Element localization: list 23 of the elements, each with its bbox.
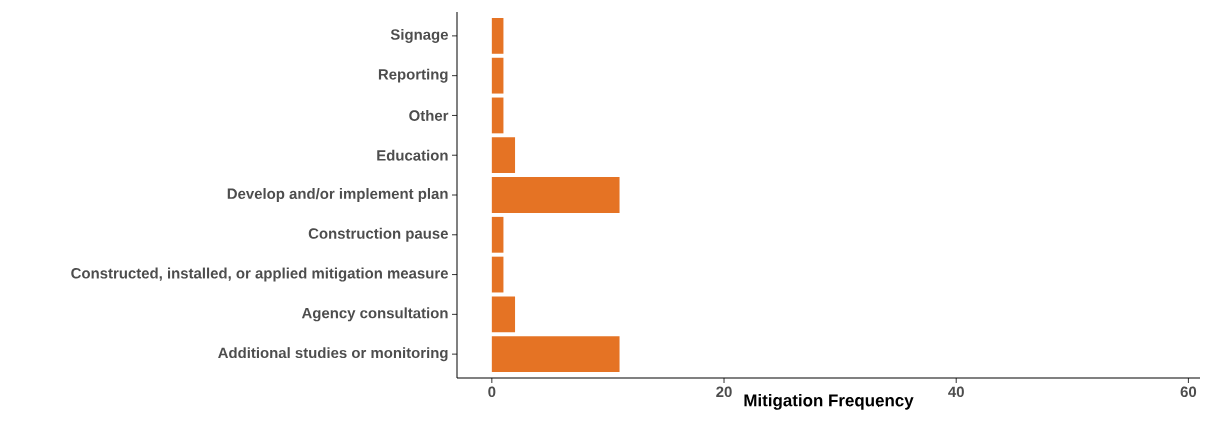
x-tick-label: 0 xyxy=(488,386,496,398)
bar xyxy=(491,97,504,134)
bar xyxy=(491,17,504,54)
bar xyxy=(491,256,504,293)
y-tick-label: Education xyxy=(377,149,448,161)
y-tick-label: Signage xyxy=(390,28,448,43)
x-axis-title: Mitigation Frequency xyxy=(744,393,914,410)
bar xyxy=(491,137,516,174)
x-tick-label: 40 xyxy=(948,386,964,398)
y-tick-label: Other xyxy=(409,109,449,121)
x-tick-label: 60 xyxy=(1180,386,1197,398)
bar xyxy=(491,177,620,213)
y-tick-label: Constructed, installed, or applied mitigation measure xyxy=(71,267,448,282)
bar xyxy=(491,216,504,253)
y-tick-label: Develop and/or implement plan xyxy=(227,188,448,202)
bar xyxy=(491,336,620,373)
y-tick-label: Agency consultation xyxy=(301,307,448,322)
x-tick-label: 20 xyxy=(716,386,732,398)
y-tick-label: Additional studies or monitoring xyxy=(218,347,448,362)
bar xyxy=(491,296,516,333)
y-tick-label: Construction pause xyxy=(308,227,448,242)
bar xyxy=(491,57,504,94)
y-tick-label: Reporting xyxy=(378,68,448,83)
